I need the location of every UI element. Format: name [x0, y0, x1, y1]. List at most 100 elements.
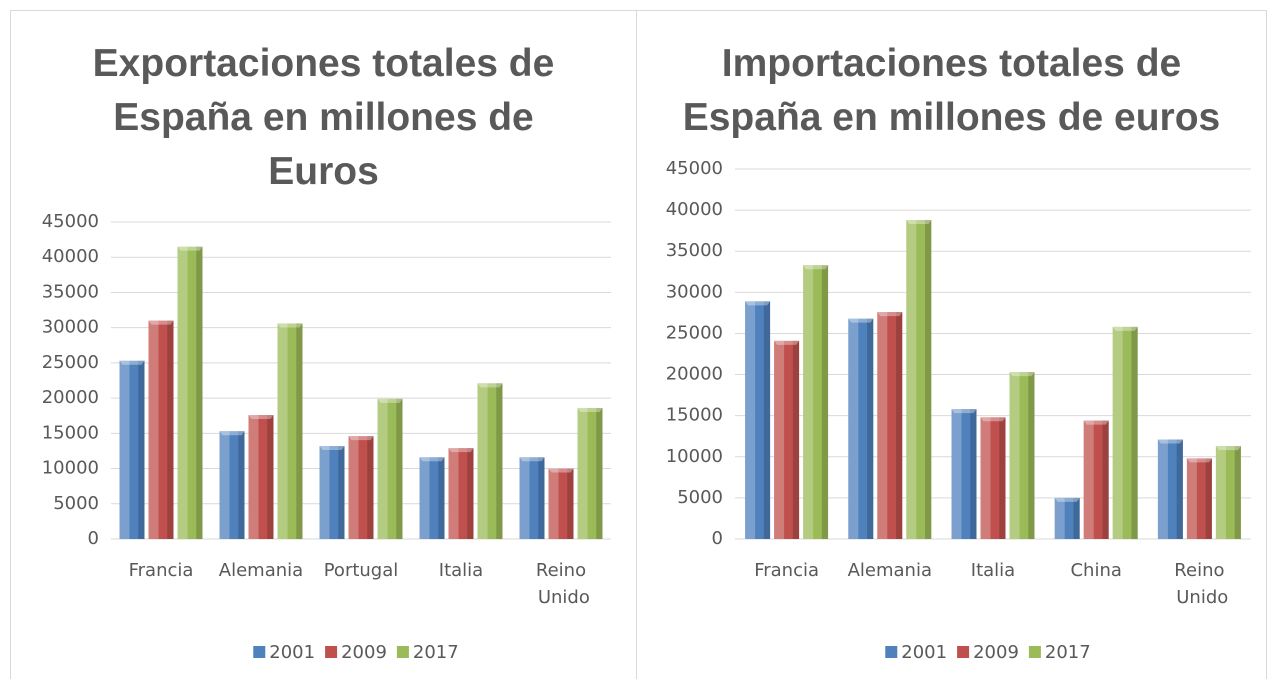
bar-body: [848, 318, 874, 539]
bar-body: [1215, 446, 1241, 539]
legend-item: 2009: [957, 642, 1019, 663]
bar-cap: [906, 219, 932, 224]
x-tick-label: Reino Unido: [1171, 560, 1229, 608]
bar-shade: [1234, 446, 1241, 539]
bar-body: [577, 407, 603, 539]
bar: [1083, 420, 1109, 539]
bar-shade: [1083, 420, 1094, 539]
bar-shade: [970, 409, 977, 539]
bar-cap: [1215, 446, 1241, 451]
y-tick-label: 35000: [666, 240, 723, 261]
bar-shade: [167, 320, 174, 539]
bar-shade: [548, 468, 559, 539]
legend-label: 2017: [413, 642, 459, 663]
bar: [803, 265, 829, 539]
y-tick-label: 15000: [666, 405, 723, 426]
legend-swatch: [957, 646, 970, 658]
bar-shade: [567, 468, 574, 539]
bar-body: [1054, 497, 1080, 539]
bar-shade: [419, 457, 430, 539]
legend-swatch: [885, 646, 898, 658]
chart: 0 5000 10000 15000 20000 25000 30000 35000 40000…: [42, 211, 611, 663]
bar-body: [219, 431, 245, 539]
bar-shade: [519, 457, 530, 539]
bar-cap: [1054, 497, 1080, 502]
bar-cap: [1112, 326, 1138, 331]
bar-shade: [148, 320, 159, 539]
bar-cap: [248, 415, 274, 420]
bar-body: [1186, 458, 1212, 539]
bar-shade: [774, 340, 785, 539]
bar: [177, 246, 203, 539]
bar-cap: [877, 312, 903, 317]
bar: [848, 318, 874, 539]
legend-item: 2001: [253, 642, 315, 663]
y-tick-label: 45000: [42, 211, 99, 232]
bar-body: [951, 409, 977, 539]
bar-shade: [1028, 372, 1035, 539]
bar-cap: [419, 457, 445, 462]
x-tick-label: Portugal: [324, 560, 399, 581]
bar-shade: [138, 360, 145, 539]
legend-swatch: [1028, 646, 1041, 658]
bar-shade: [496, 383, 503, 539]
legend-label: 2001: [269, 642, 315, 663]
bar: [248, 415, 274, 539]
bar-shade: [1112, 326, 1123, 539]
bar-shade: [925, 219, 932, 539]
bar: [148, 320, 174, 539]
legend-swatch: [253, 646, 266, 658]
bar-body: [1112, 326, 1138, 539]
bar-shade: [980, 417, 991, 539]
bar: [219, 431, 245, 539]
bar-cap: [519, 457, 545, 462]
bar-cap: [1157, 439, 1183, 444]
x-tick-label: Francia: [129, 560, 194, 581]
bar-shade: [821, 265, 829, 539]
bar-shade: [1102, 420, 1109, 539]
bar-shade: [248, 415, 259, 539]
bar-shade: [951, 409, 962, 539]
bar-shade: [219, 431, 230, 539]
bar-shade: [538, 457, 545, 539]
y-tick-label: 20000: [666, 364, 723, 385]
x-tick-label: Italia: [971, 560, 1015, 581]
bar: [1186, 458, 1212, 539]
y-tick-label: 30000: [666, 281, 723, 302]
bar-shade: [906, 219, 917, 539]
bar-shade: [1186, 458, 1197, 539]
bar: [1112, 326, 1138, 539]
bar-cap: [577, 407, 603, 412]
bar-cap: [177, 246, 203, 251]
x-tick-label: China: [1070, 560, 1121, 581]
legend-label: 2009: [341, 642, 387, 663]
bar-cap: [277, 323, 303, 328]
bar-shade: [577, 407, 588, 539]
bar-body: [906, 219, 932, 539]
bar-shade: [1215, 446, 1226, 539]
legend-label: 2001: [901, 642, 947, 663]
bar-body: [119, 360, 145, 539]
bar-shade: [1054, 497, 1065, 539]
y-tick-label: 0: [88, 528, 99, 549]
bar-shade: [319, 446, 330, 539]
bar-shade: [177, 246, 188, 539]
chart-panel: Exportaciones totales de España en millo…: [10, 10, 637, 679]
bar-body: [877, 312, 903, 539]
y-tick-label: 0: [712, 528, 723, 549]
bar-body: [745, 301, 771, 539]
x-tick-label: Francia: [754, 560, 819, 581]
bar-shade: [1157, 439, 1168, 539]
bar-body: [448, 448, 474, 539]
bar: [119, 360, 145, 539]
bar-shade: [448, 448, 459, 539]
bar: [877, 312, 903, 539]
bar-cap: [319, 446, 345, 451]
bar-body: [1083, 420, 1109, 539]
bar-shade: [999, 417, 1006, 539]
bar-body: [248, 415, 274, 539]
x-tick-label: Reino Unido: [532, 560, 590, 608]
bar: [745, 301, 771, 539]
bar-body: [519, 457, 545, 539]
bar-cap: [803, 265, 829, 270]
